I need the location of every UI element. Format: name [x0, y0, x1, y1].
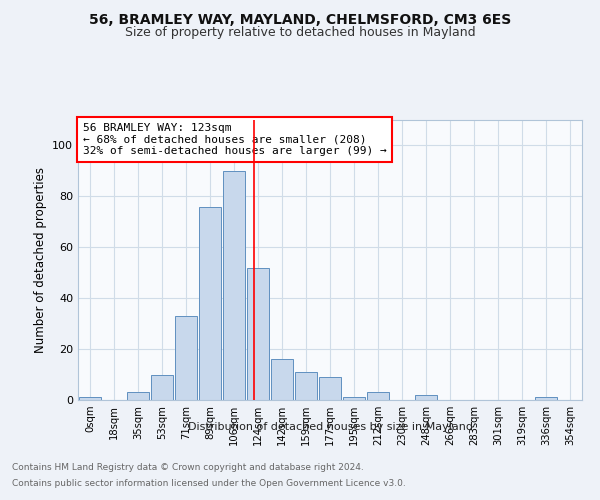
Bar	[127, 392, 149, 400]
Bar	[247, 268, 269, 400]
Text: Contains public sector information licensed under the Open Government Licence v3: Contains public sector information licen…	[12, 479, 406, 488]
Bar	[535, 398, 557, 400]
Bar	[415, 395, 437, 400]
Bar	[223, 171, 245, 400]
Bar	[271, 360, 293, 400]
Y-axis label: Number of detached properties: Number of detached properties	[34, 167, 47, 353]
Bar	[199, 206, 221, 400]
Text: Size of property relative to detached houses in Mayland: Size of property relative to detached ho…	[125, 26, 475, 39]
Bar	[175, 316, 197, 400]
Text: Contains HM Land Registry data © Crown copyright and database right 2024.: Contains HM Land Registry data © Crown c…	[12, 462, 364, 471]
Bar	[367, 392, 389, 400]
Bar	[295, 372, 317, 400]
Text: 56 BRAMLEY WAY: 123sqm
← 68% of detached houses are smaller (208)
32% of semi-de: 56 BRAMLEY WAY: 123sqm ← 68% of detached…	[83, 123, 387, 156]
Bar	[319, 377, 341, 400]
Bar	[151, 374, 173, 400]
Bar	[79, 398, 101, 400]
Bar	[343, 398, 365, 400]
Text: Distribution of detached houses by size in Mayland: Distribution of detached houses by size …	[187, 422, 473, 432]
Text: 56, BRAMLEY WAY, MAYLAND, CHELMSFORD, CM3 6ES: 56, BRAMLEY WAY, MAYLAND, CHELMSFORD, CM…	[89, 12, 511, 26]
